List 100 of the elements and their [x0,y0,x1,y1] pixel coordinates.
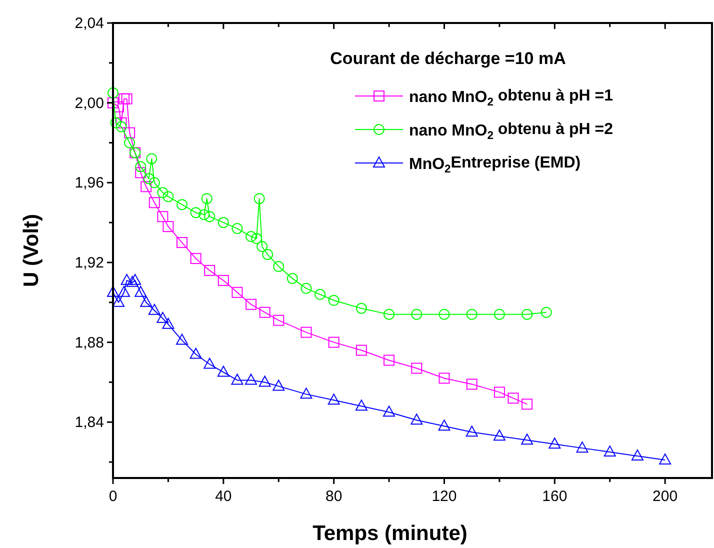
point [176,237,188,248]
legend-label: nano MnO$_{2}$ obtenu à pH =1 [409,88,614,108]
point [494,386,505,398]
point [176,334,188,345]
point [143,173,154,184]
y-tick-label: 1,92 [74,254,104,272]
point [355,400,368,411]
point [246,298,257,310]
point [300,326,312,338]
point [383,406,396,417]
point [540,306,552,318]
x-tick-label: 120 [432,488,457,505]
point [356,344,367,356]
legend-label: MnO$_{2}$Entreprise (EMD) [409,154,581,176]
point [116,121,127,132]
point [384,354,395,366]
point [508,392,519,404]
x-tick-label: 200 [652,488,678,505]
point [231,374,244,385]
x-tick-label: 80 [325,488,342,505]
point [156,312,169,323]
point [254,193,265,204]
point [135,167,146,178]
point [148,197,160,208]
x-axis-title: Temps (minute) [312,522,468,545]
point [604,446,616,457]
point [522,308,533,320]
point [522,398,533,410]
point [201,193,212,204]
x-tick-label: 0 [108,488,118,505]
point [140,296,152,307]
point [190,348,202,359]
point [129,274,142,285]
point [410,414,423,425]
point [121,93,132,104]
y-tick-label: 2,00 [74,94,104,112]
point [157,187,168,198]
point [328,336,340,348]
point [140,181,152,192]
point [494,308,505,320]
point [328,394,340,405]
x-tick-label: 160 [542,488,568,505]
point [120,274,133,285]
point [107,286,119,297]
point [232,223,243,234]
point [328,294,340,306]
point [659,454,672,465]
point [356,302,367,314]
point [262,248,274,260]
point [124,137,136,148]
point [273,314,284,326]
point [466,308,478,320]
point [548,438,561,449]
point [521,434,534,445]
y-axis-title: U (Volt) [20,214,43,288]
point [411,362,422,374]
point [259,306,270,318]
point [162,191,174,202]
point [148,177,160,188]
point [204,358,216,369]
point [118,286,130,297]
y-tick-label: 1,84 [74,414,104,432]
point [438,308,450,320]
point [466,378,478,390]
y-tick-label: 1,88 [74,334,104,352]
point [218,274,229,286]
point [198,209,210,220]
point [124,127,136,138]
point [146,153,158,164]
point [493,430,506,441]
point [631,450,644,461]
point [157,211,168,222]
y-tick-label: 1,96 [74,174,104,192]
point [148,304,160,315]
point [314,288,326,300]
point [438,420,450,431]
point [218,217,229,228]
point [258,376,271,387]
point [190,252,202,264]
point [108,87,118,98]
point [176,199,188,210]
point [232,286,243,298]
text: Courant de décharge =10 mA [330,49,566,68]
point [300,388,312,399]
point [217,366,230,377]
point [466,426,478,437]
point [162,221,174,232]
point [204,264,216,276]
point [113,101,124,112]
point [273,260,284,272]
point [116,117,127,128]
point [286,272,298,284]
point [251,233,262,244]
point [246,231,257,242]
x-tick-label: 40 [215,488,232,505]
point [576,442,588,453]
point [384,308,395,320]
point [108,97,118,108]
point [126,276,138,287]
point [135,161,146,172]
